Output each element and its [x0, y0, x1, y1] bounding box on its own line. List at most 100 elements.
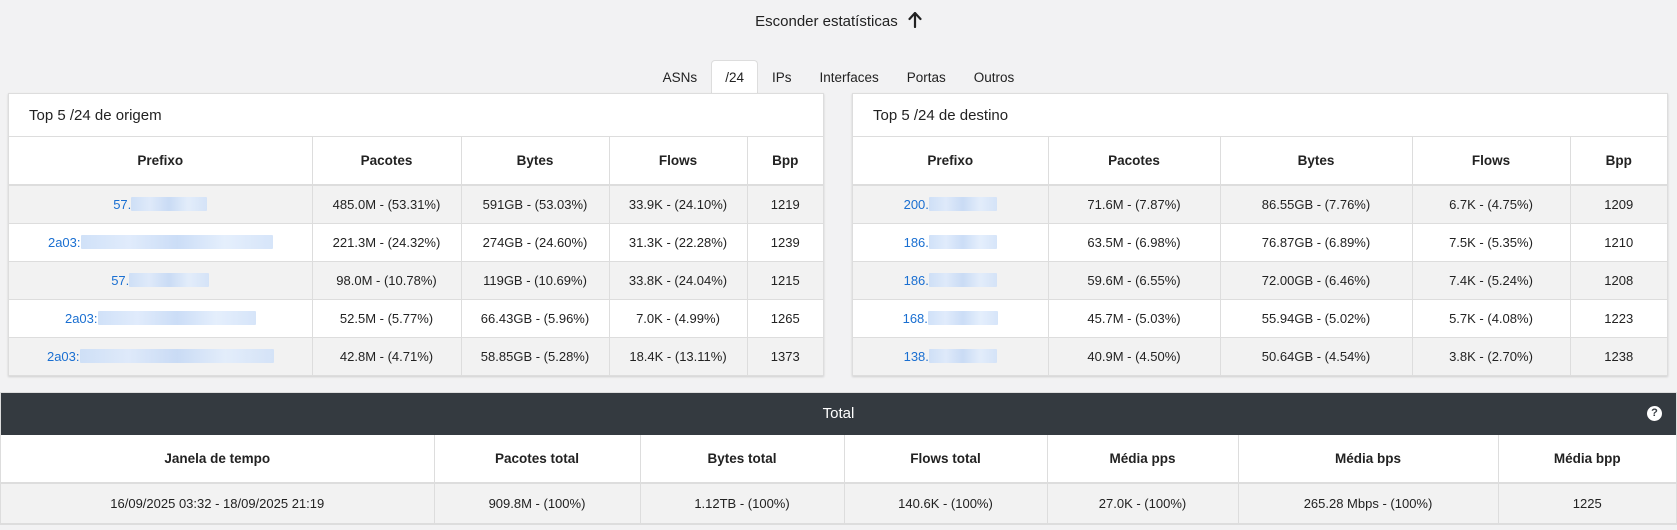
prefix-link[interactable]: 138. [904, 348, 997, 364]
pacotes-cell: 52.5M - (5.77%) [312, 299, 462, 338]
column-header-bytes: Bytes [1220, 137, 1413, 186]
bytes-cell: 86.55GB - (7.76%) [1220, 185, 1413, 224]
column-header-bytes: Bytes [461, 137, 610, 186]
bytes-cell: 591GB - (53.03%) [461, 185, 610, 224]
bytes-cell: 274GB - (24.60%) [461, 223, 610, 262]
prefix-link[interactable]: 2a03: [47, 348, 274, 364]
column-header-prefixo: Prefixo [853, 137, 1049, 186]
pacotes-cell: 485.0M - (53.31%) [312, 185, 462, 224]
origin-card-title: Top 5 /24 de origem [9, 94, 823, 137]
table-row: 186. 59.6M - (6.55%) 72.00GB - (6.46%) 7… [853, 261, 1667, 300]
bytes-cell: 55.94GB - (5.02%) [1220, 299, 1413, 338]
column-header-media-pps: Média pps [1047, 435, 1239, 484]
prefix-link[interactable]: 186. [904, 272, 997, 288]
destination-table: Prefixo Pacotes Bytes Flows Bpp 200. 71.… [853, 137, 1667, 376]
question-circle-icon[interactable]: ? [1647, 406, 1662, 421]
table-row: 57. 485.0M - (53.31%) 591GB - (53.03%) 3… [9, 185, 823, 224]
bpp-cell: 1373 [747, 337, 823, 376]
flows-cell: 7.4K - (5.24%) [1412, 261, 1571, 300]
column-header-prefixo: Prefixo [9, 137, 313, 186]
pacotes-cell: 71.6M - (7.87%) [1048, 185, 1221, 224]
tab-interfaces[interactable]: Interfaces [819, 70, 879, 85]
prefix-link[interactable]: 57. [111, 272, 210, 288]
flows-cell: 33.8K - (24.04%) [609, 261, 748, 300]
flows-total-cell: 140.6K - (100%) [844, 483, 1048, 524]
bytes-cell: 72.00GB - (6.46%) [1220, 261, 1413, 300]
hide-stats-label: Esconder estatísticas [755, 13, 898, 30]
flows-cell: 7.0K - (4.99%) [609, 299, 748, 338]
column-header-bytes-total: Bytes total [640, 435, 845, 484]
pacotes-cell: 45.7M - (5.03%) [1048, 299, 1221, 338]
bpp-cell: 1223 [1570, 299, 1667, 338]
pacotes-cell: 221.3M - (24.32%) [312, 223, 462, 262]
bytes-cell: 119GB - (10.69%) [461, 261, 610, 300]
flows-cell: 18.4K - (13.11%) [609, 337, 748, 376]
column-header-bpp: Bpp [1570, 137, 1667, 186]
bpp-cell: 1215 [747, 261, 823, 300]
arrow-up-icon [908, 11, 922, 32]
bytes-cell: 66.43GB - (5.96%) [461, 299, 610, 338]
media-bpp-cell: 1225 [1498, 483, 1676, 524]
column-header-flows-total: Flows total [844, 435, 1048, 484]
column-header-media-bpp: Média bpp [1498, 435, 1676, 484]
prefix-link[interactable]: 2a03: [65, 310, 256, 326]
flows-cell: 7.5K - (5.35%) [1412, 223, 1571, 262]
media-pps-cell: 27.0K - (100%) [1047, 483, 1239, 524]
tab-24[interactable]: /24 [711, 60, 758, 94]
table-row: 186. 63.5M - (6.98%) 76.87GB - (6.89%) 7… [853, 223, 1667, 262]
column-header-pacotes: Pacotes [1048, 137, 1221, 186]
column-header-pacotes: Pacotes [312, 137, 462, 186]
table-row: 2a03: 52.5M - (5.77%) 66.43GB - (5.96%) … [9, 299, 823, 338]
column-header-flows: Flows [609, 137, 748, 186]
time-window-cell: 16/09/2025 03:32 - 18/09/2025 21:19 [1, 483, 435, 524]
hide-stats-toggle[interactable]: Esconder estatísticas [0, 11, 1677, 32]
pacotes-cell: 42.8M - (4.71%) [312, 337, 462, 376]
pacotes-cell: 98.0M - (10.78%) [312, 261, 462, 300]
bpp-cell: 1209 [1570, 185, 1667, 224]
bpp-cell: 1238 [1570, 337, 1667, 376]
total-table: Janela de tempo Pacotes total Bytes tota… [1, 435, 1676, 524]
stats-tabs: ASNs /24 IPs Interfaces Portas Outros [0, 60, 1677, 94]
tab-portas[interactable]: Portas [906, 70, 946, 85]
pacotes-cell: 40.9M - (4.50%) [1048, 337, 1221, 376]
bytes-cell: 76.87GB - (6.89%) [1220, 223, 1413, 262]
bytes-total-cell: 1.12TB - (100%) [640, 483, 845, 524]
table-row: 2a03: 42.8M - (4.71%) 58.85GB - (5.28%) … [9, 337, 823, 376]
origin-table: Prefixo Pacotes Bytes Flows Bpp 57. 485.… [9, 137, 823, 376]
bpp-cell: 1265 [747, 299, 823, 338]
bpp-cell: 1239 [747, 223, 823, 262]
destination-card: Top 5 /24 de destino Prefixo Pacotes Byt… [852, 93, 1668, 376]
table-row: 2a03: 221.3M - (24.32%) 274GB - (24.60%)… [9, 223, 823, 262]
tab-outros[interactable]: Outros [973, 70, 1015, 85]
bytes-cell: 50.64GB - (4.54%) [1220, 337, 1413, 376]
tab-ips[interactable]: IPs [771, 70, 792, 85]
media-bps-cell: 265.28 Mbps - (100%) [1238, 483, 1499, 524]
bpp-cell: 1219 [747, 185, 823, 224]
column-header-media-bps: Média bps [1238, 435, 1499, 484]
prefix-link[interactable]: 168. [903, 310, 998, 326]
prefix-link[interactable]: 2a03: [48, 234, 273, 250]
prefix-link[interactable]: 200. [904, 196, 997, 212]
pacotes-cell: 63.5M - (6.98%) [1048, 223, 1221, 262]
flows-cell: 3.8K - (2.70%) [1412, 337, 1571, 376]
destination-card-title: Top 5 /24 de destino [853, 94, 1667, 137]
flows-cell: 33.9K - (24.10%) [609, 185, 748, 224]
bytes-cell: 58.85GB - (5.28%) [461, 337, 610, 376]
column-header-flows: Flows [1412, 137, 1571, 186]
column-header-janela: Janela de tempo [1, 435, 435, 484]
flows-cell: 6.7K - (4.75%) [1412, 185, 1571, 224]
bpp-cell: 1210 [1570, 223, 1667, 262]
bpp-cell: 1208 [1570, 261, 1667, 300]
origin-card: Top 5 /24 de origem Prefixo Pacotes Byte… [8, 93, 824, 376]
flows-cell: 31.3K - (22.28%) [609, 223, 748, 262]
column-header-bpp: Bpp [747, 137, 823, 186]
tab-asns[interactable]: ASNs [662, 70, 698, 85]
table-row: 16/09/2025 03:32 - 18/09/2025 21:19 909.… [1, 483, 1676, 524]
prefix-link[interactable]: 186. [904, 234, 997, 250]
total-card: Total ? Janela de tempo Pacotes total By… [0, 392, 1677, 525]
total-title: Total [822, 405, 855, 422]
table-row: 138. 40.9M - (4.50%) 50.64GB - (4.54%) 3… [853, 337, 1667, 376]
flows-cell: 5.7K - (4.08%) [1412, 299, 1571, 338]
table-row: 57. 98.0M - (10.78%) 119GB - (10.69%) 33… [9, 261, 823, 300]
prefix-link[interactable]: 57. [113, 196, 208, 212]
